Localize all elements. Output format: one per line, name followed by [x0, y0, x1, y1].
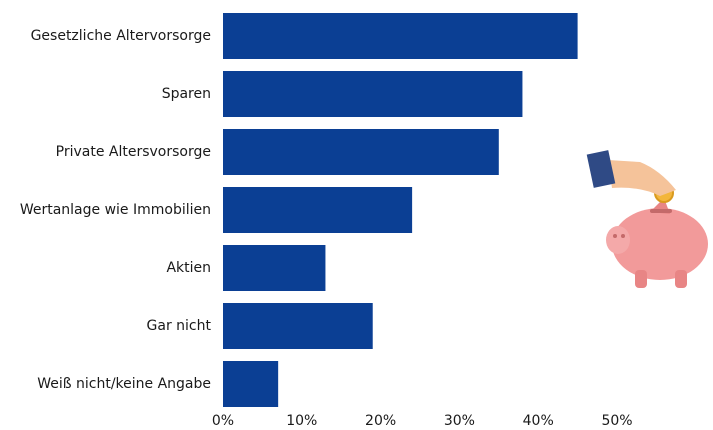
- y-tick-label: Weiß nicht/keine Angabe: [37, 376, 211, 392]
- bar: [223, 129, 499, 175]
- y-tick-label: Gesetzliche Altervorsorge: [31, 28, 211, 44]
- bar: [223, 13, 578, 59]
- x-tick-label: 30%: [444, 413, 475, 429]
- x-tick-label: 20%: [365, 413, 396, 429]
- y-tick-label: Aktien: [166, 260, 211, 276]
- x-tick-label: 40%: [523, 413, 554, 429]
- x-tick-label: 10%: [286, 413, 317, 429]
- x-tick-label: 50%: [601, 413, 632, 429]
- y-tick-label: Gar nicht: [147, 318, 212, 334]
- x-tick-label: 0%: [212, 413, 234, 429]
- bar: [223, 361, 279, 407]
- y-tick-label: Private Altersvorsorge: [56, 144, 211, 160]
- y-tick-label: Sparen: [162, 86, 211, 102]
- bar: [223, 187, 413, 233]
- y-tick-label: Wertanlage wie Immobilien: [20, 202, 211, 218]
- bar: [223, 245, 326, 291]
- bar: [223, 303, 373, 349]
- piggy-bank-illustration: [586, 150, 708, 288]
- bar: [223, 71, 523, 117]
